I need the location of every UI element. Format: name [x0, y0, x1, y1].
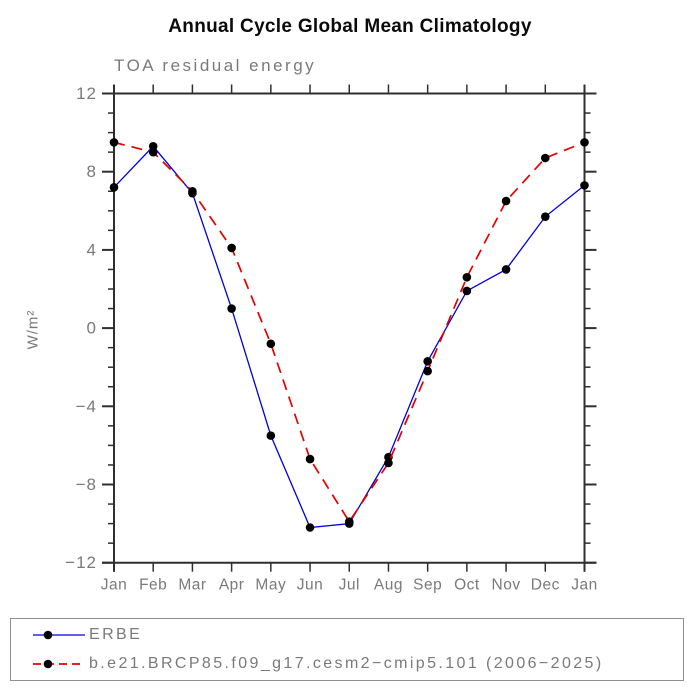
svg-text:−8: −8 [76, 475, 97, 494]
svg-text:4: 4 [87, 240, 97, 259]
svg-text:May: May [255, 577, 286, 594]
legend-row-model: b.e21.BRCP85.f09_g17.cesm2−cmip5.101 (20… [33, 651, 683, 677]
svg-text:Apr: Apr [219, 577, 245, 594]
legend-erbe-line-sample [33, 630, 85, 640]
svg-text:Oct: Oct [454, 577, 480, 594]
svg-text:Jan: Jan [571, 577, 598, 594]
svg-text:Aug: Aug [374, 577, 403, 594]
legend-box: ERBE b.e21.BRCP85.f09_g17.cesm2−cmip5.10… [10, 618, 684, 681]
svg-text:12: 12 [76, 84, 97, 103]
plot-area: Jan Feb Mar Apr May Jun Jul Aug Sep Oct Nov Dec Jan−… [65, 84, 598, 594]
chart-subtitle: TOA residual energy [114, 56, 317, 75]
svg-text:−12: −12 [65, 553, 97, 572]
svg-text:Jul: Jul [339, 577, 360, 594]
y-axis: −12 −8 −4 0 4 8 12 [65, 84, 597, 572]
x-axis: Jan Feb Mar Apr May Jun Jul Aug Sep Oct Nov Dec Jan [101, 84, 598, 594]
svg-text:−4: −4 [76, 397, 97, 416]
svg-text:8: 8 [87, 162, 97, 181]
chart-title: Annual Cycle Global Mean Climatology [168, 16, 532, 37]
plot-box [102, 84, 597, 572]
svg-text:Jun: Jun [297, 577, 324, 594]
svg-text:Dec: Dec [531, 577, 560, 594]
legend-model-line-sample [33, 659, 85, 669]
legend-erbe-label: ERBE [89, 626, 143, 643]
legend-row-erbe: ERBE [33, 622, 683, 648]
svg-text:Mar: Mar [178, 577, 206, 594]
legend-model-label: b.e21.BRCP85.f09_g17.cesm2−cmip5.101 (20… [89, 655, 604, 672]
svg-text:Feb: Feb [139, 577, 167, 594]
svg-text:Jan: Jan [101, 577, 128, 594]
series-erbe [109, 141, 589, 532]
svg-text:Nov: Nov [492, 577, 521, 594]
svg-text:Sep: Sep [413, 577, 442, 594]
series-model [109, 138, 589, 526]
svg-text:0: 0 [87, 319, 97, 338]
